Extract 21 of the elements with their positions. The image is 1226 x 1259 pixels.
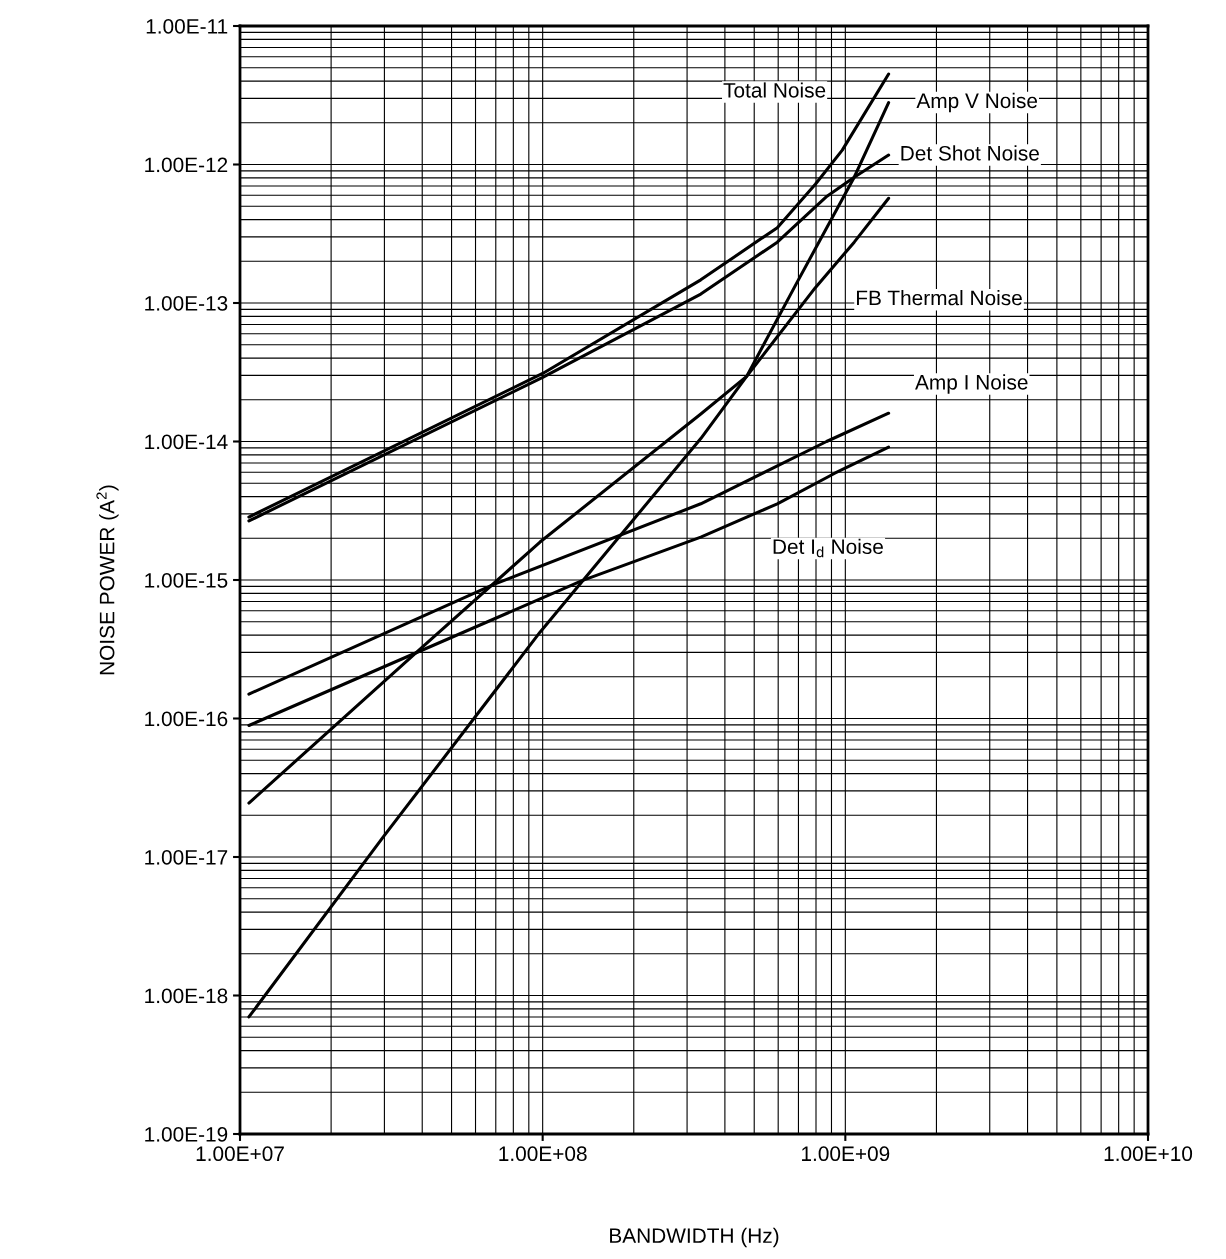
y-tick-label: 1.00E-18: [145, 988, 228, 1004]
series-label: Det Shot Noise: [901, 145, 1039, 161]
y-tick-label: 1.00E-15: [145, 573, 228, 588]
x-tick-label: 1.00E+09: [802, 1146, 890, 1162]
series-label: Amp V Noise: [916, 92, 1038, 113]
y-tick-label: 1.00E-16: [145, 711, 228, 727]
series-label: Det I$_{d}$ Noise: [773, 538, 883, 558]
y-tick-label: 1.00E-17: [145, 850, 228, 865]
text: Total Noise: [723, 82, 826, 98]
y-tick-label: 1.00E-12: [145, 157, 228, 173]
x-tick-label: 1.00E+08: [499, 1146, 587, 1162]
x-tick-label: 1.00E+10: [1104, 1146, 1193, 1162]
series-label: Amp I Noise: [915, 374, 1028, 394]
y-axis-title: NOISE POWER (A$^{2}$): [96, 485, 119, 675]
y-tick-label: 1.00E-14: [145, 434, 228, 450]
y-tick-label: 1.00E-11: [146, 19, 228, 34]
y-tick-label: 1.00E-19: [145, 1127, 228, 1142]
x-axis-title: BANDWIDTH (Hz): [610, 1227, 779, 1248]
series-label: FB Thermal Noise: [856, 289, 1022, 306]
x-tick-label: 1.00E+07: [196, 1146, 284, 1162]
y-tick-label: 1.00E-13: [145, 296, 228, 311]
